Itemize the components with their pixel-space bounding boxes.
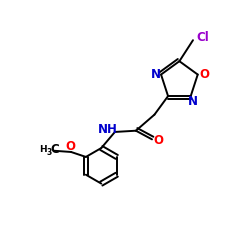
Text: O: O	[66, 140, 76, 153]
Text: O: O	[153, 134, 163, 147]
Text: N: N	[188, 95, 198, 108]
Text: N: N	[150, 68, 160, 81]
Text: NH: NH	[98, 124, 117, 136]
Text: 3: 3	[47, 148, 52, 157]
Text: H: H	[40, 145, 47, 154]
Text: O: O	[200, 68, 210, 81]
Text: C: C	[50, 143, 59, 156]
Text: Cl: Cl	[196, 31, 209, 44]
